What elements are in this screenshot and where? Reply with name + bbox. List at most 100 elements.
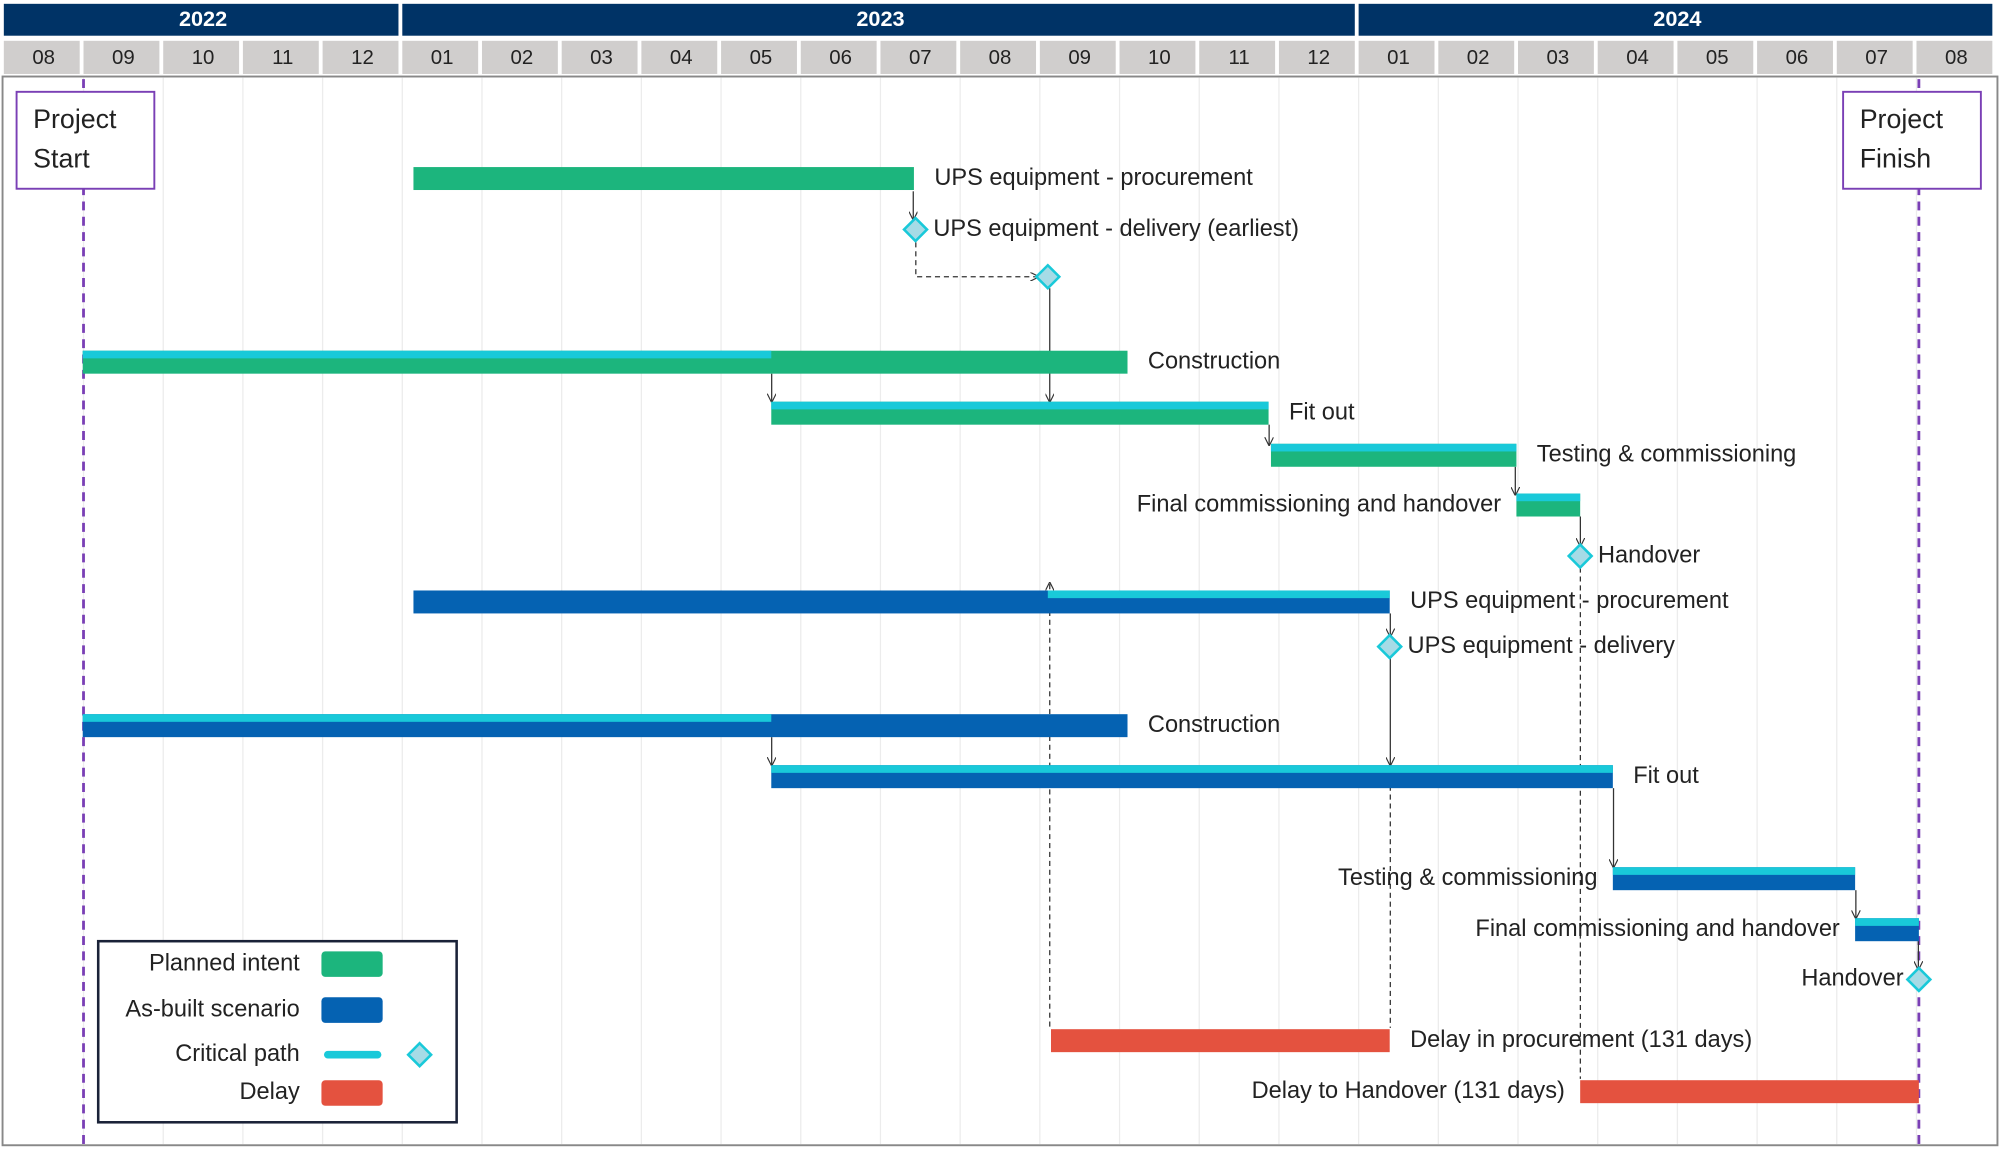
year-label: 2023 <box>856 6 904 31</box>
month-cell <box>561 40 638 74</box>
month-label: 06 <box>1786 47 1809 69</box>
month-cell <box>1597 40 1674 74</box>
month-cell <box>1677 40 1754 74</box>
month-cell <box>1757 40 1833 74</box>
month-label: 10 <box>1148 47 1171 69</box>
month-cell <box>1916 40 1993 74</box>
month-cell <box>83 40 160 74</box>
month-label: 05 <box>1706 47 1729 69</box>
month-label: 08 <box>989 47 1012 69</box>
task-bar <box>1051 1029 1390 1053</box>
task-label: UPS equipment - procurement <box>1410 587 1729 613</box>
month-label: 03 <box>1547 47 1570 69</box>
milestone <box>1905 966 1933 993</box>
task-label: UPS equipment - delivery (earliest) <box>933 215 1299 241</box>
month-cell <box>1199 40 1276 74</box>
month-label: 03 <box>590 47 613 69</box>
task-label: Delay in procurement (131 days) <box>1410 1026 1752 1052</box>
legend-swatch <box>321 997 383 1023</box>
month-cell <box>1358 40 1435 74</box>
task-label: Fit out <box>1289 398 1355 424</box>
month-label: 02 <box>1467 47 1490 69</box>
milestone <box>902 216 929 243</box>
task-label: Fit out <box>1633 762 1699 788</box>
month-label: 01 <box>431 47 454 69</box>
dependency-arrows <box>772 191 1919 1079</box>
month-label: 11 <box>1228 47 1249 69</box>
legend-label: As-built scenario <box>125 995 299 1021</box>
month-cell <box>1119 40 1196 74</box>
marker-label: Project Finish <box>1860 104 1944 174</box>
month-label: 04 <box>670 47 693 69</box>
critical-stripe <box>771 765 1613 773</box>
year-label: 2022 <box>179 6 227 31</box>
year-cell <box>3 3 399 36</box>
milestone <box>406 1041 433 1068</box>
month-label: 12 <box>1307 47 1330 69</box>
month-cell <box>402 40 479 74</box>
month-label: 08 <box>32 47 55 69</box>
critical-stripe <box>1516 493 1581 502</box>
task-label: Handover <box>1801 965 1903 991</box>
critical-stripe <box>82 714 772 722</box>
month-label: 07 <box>909 47 932 69</box>
marker-label: Project Start <box>33 104 117 174</box>
legend-label: Critical path <box>175 1040 300 1066</box>
legend-label: Delay <box>239 1078 299 1104</box>
marker-box <box>15 90 156 190</box>
task-label: Testing & commissioning <box>1537 441 1796 467</box>
month-cell <box>1438 40 1515 74</box>
legend-swatch <box>323 1050 382 1059</box>
year-label: 2024 <box>1653 6 1701 31</box>
task-label: Testing & commissioning <box>1338 864 1597 890</box>
month-label: 09 <box>112 47 135 69</box>
month-cell <box>1836 40 1913 74</box>
marker-box <box>1842 90 1982 190</box>
critical-stripe <box>1047 590 1390 599</box>
milestone <box>1566 542 1594 570</box>
month-label: 08 <box>1945 47 1968 69</box>
month-cell <box>641 40 718 74</box>
month-cell <box>242 40 319 74</box>
legend-swatch <box>321 951 383 977</box>
legend-label: Planned intent <box>149 949 300 975</box>
legend: Planned intent As-built scenario Critical … <box>96 939 458 1124</box>
month-cell <box>800 40 877 74</box>
year-cell <box>402 3 1355 36</box>
legend-swatch <box>321 1080 383 1106</box>
month-label: 11 <box>272 47 293 69</box>
month-label: 07 <box>1865 47 1888 69</box>
critical-stripe <box>1612 867 1856 875</box>
month-cell <box>163 40 240 74</box>
task-label: Handover <box>1598 541 1700 567</box>
month-label: 02 <box>510 47 533 69</box>
year-cell <box>1358 3 1993 36</box>
task-bar <box>413 167 914 191</box>
task-label: Final commissioning and handover <box>1475 915 1840 941</box>
task-label: Construction <box>1148 347 1280 373</box>
month-cell <box>880 40 957 74</box>
task-bar <box>1580 1080 1919 1104</box>
critical-stripe <box>1270 443 1517 452</box>
dependency-arrow <box>915 242 1038 276</box>
task-label: UPS equipment - procurement <box>934 164 1253 190</box>
milestone <box>1034 263 1062 291</box>
month-label: 10 <box>192 47 215 69</box>
month-label: 05 <box>750 47 773 69</box>
month-cell <box>1039 40 1116 74</box>
task-label: Final commissioning and handover <box>1137 490 1502 516</box>
critical-stripe <box>82 350 772 359</box>
task-label: Delay to Handover (131 days) <box>1252 1077 1565 1103</box>
month-cell <box>721 40 797 74</box>
month-cell <box>960 40 1037 74</box>
month-cell <box>322 40 399 74</box>
month-label: 06 <box>829 47 852 69</box>
month-cell <box>3 40 80 74</box>
month-label: 09 <box>1068 47 1091 69</box>
month-label: 12 <box>351 47 374 69</box>
critical-stripe <box>1855 918 1919 926</box>
task-label: UPS equipment - delivery <box>1408 632 1676 658</box>
month-cell <box>481 40 558 74</box>
